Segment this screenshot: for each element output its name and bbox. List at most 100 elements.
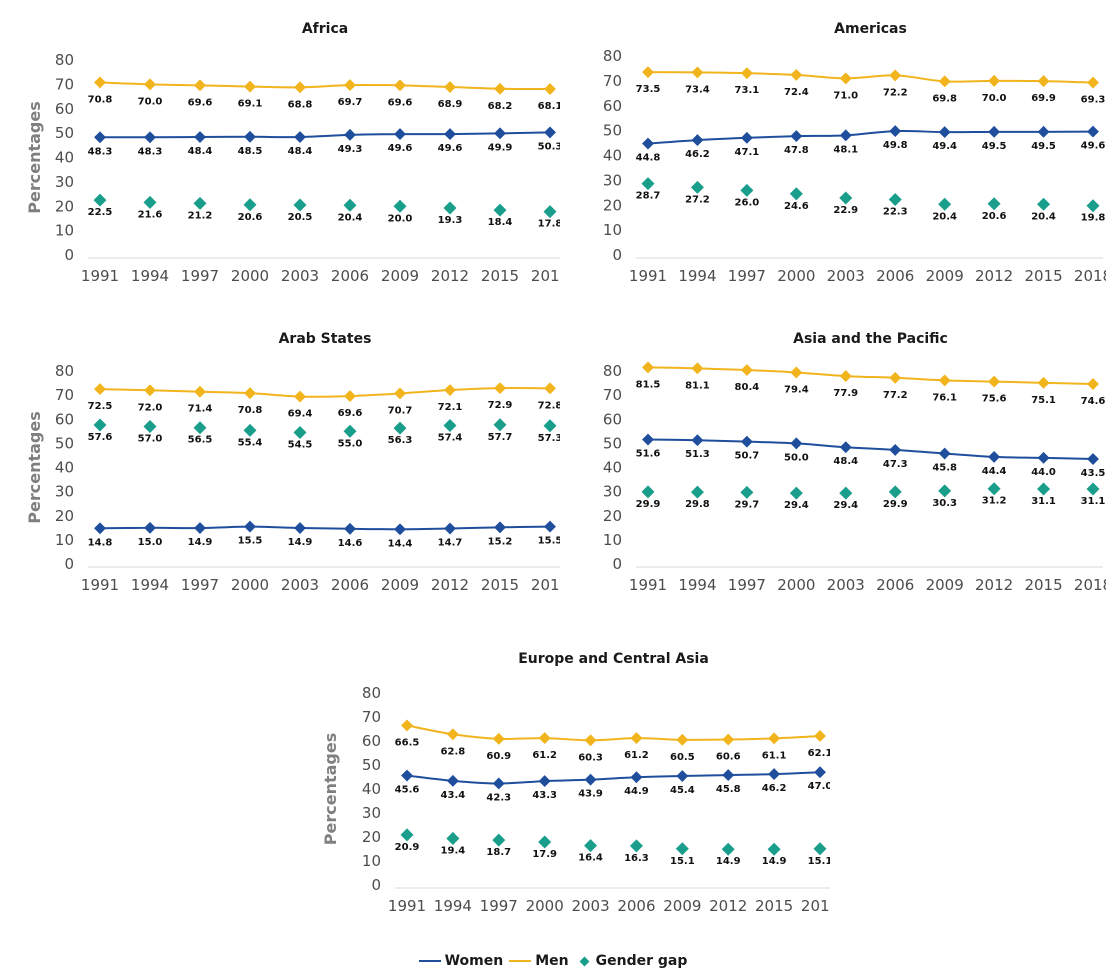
europe-and-central-asia-gender-gap-marker-2000 [538, 835, 552, 849]
arab-states-gender-gap-label-1991: 57.6 [88, 432, 113, 443]
africa-gender-gap-label-2018: 17.8 [538, 219, 560, 230]
africa-y-tick-40: 40 [55, 149, 74, 167]
arab-states-men-marker-2015 [494, 382, 506, 395]
africa-x-tick-2009: 2009 [381, 267, 419, 285]
arab-states-women-marker-2003 [294, 522, 306, 534]
europe-and-central-asia-gender-gap-label-2006: 16.3 [624, 853, 649, 864]
asia-and-the-pacific-men-label-2015: 75.1 [1031, 395, 1056, 406]
asia-and-the-pacific-gender-gap-label-2018: 31.1 [1081, 496, 1106, 507]
asia-and-the-pacific-gender-gap-label-2009: 30.3 [932, 498, 957, 509]
asia-and-the-pacific-women-label-2009: 45.8 [932, 463, 957, 474]
americas-men-label-2006: 72.2 [883, 87, 908, 98]
americas-women-marker-2003 [839, 129, 852, 142]
arab-states-women-label-1991: 14.8 [88, 537, 113, 548]
europe-and-central-asia-women-marker-2012 [722, 769, 735, 782]
legend-men-label: Men [535, 953, 569, 969]
africa-men-label-2012: 68.9 [438, 99, 463, 110]
africa-women-marker-1997 [194, 131, 206, 143]
africa-men-marker-2006 [344, 79, 356, 92]
europe-and-central-asia-y-tick-70: 70 [362, 708, 381, 726]
europe-and-central-asia-y-tick-0: 0 [371, 876, 381, 894]
europe-and-central-asia-gender-gap-label-1997: 18.7 [486, 847, 511, 858]
europe-and-central-asia-x-tick-2012: 2012 [709, 897, 747, 915]
europe-and-central-asia-gender-gap-label-1994: 19.4 [441, 845, 466, 856]
americas-men-label-2000: 72.4 [784, 87, 809, 98]
americas-gender-gap-label-1991: 28.7 [636, 191, 661, 202]
europe-and-central-asia-men-marker-2003 [584, 734, 597, 747]
americas-gender-gap-marker-2012 [987, 197, 1001, 211]
americas-men-line [647, 71, 1094, 84]
arab-states-men-label-2018: 72.8 [538, 400, 560, 411]
africa-women-label-2000: 48.5 [238, 146, 263, 157]
africa-men-label-1991: 70.8 [88, 94, 113, 105]
americas-y-tick-40: 40 [603, 147, 622, 165]
africa-gender-gap-marker-1997 [193, 196, 207, 210]
europe-and-central-asia-gender-gap-marker-2012 [721, 842, 735, 856]
arab-states-gender-gap-marker-1997 [193, 421, 207, 435]
arab-states-men-marker-2009 [394, 387, 406, 400]
legend-item-gender-gap: Gender gap [575, 953, 688, 969]
africa-men-label-2009: 69.6 [388, 97, 413, 108]
africa-gender-gap-marker-2018 [543, 205, 557, 219]
europe-and-central-asia-y-axis-label: Percentages [321, 733, 340, 845]
arab-states-gender-gap-marker-2003 [293, 426, 307, 440]
asia-and-the-pacific-gender-gap-label-2015: 31.1 [1031, 496, 1056, 507]
europe-and-central-asia-men-label-1997: 60.9 [486, 751, 511, 762]
arab-states-gender-gap-marker-2012 [443, 419, 457, 433]
chart-europe-central-asia: Europe and Central Asia Percentages 0 10 20 3… [321, 651, 830, 915]
europe-and-central-asia-men-label-2018: 62.1 [808, 748, 830, 759]
africa-men-marker-2009 [394, 79, 406, 92]
europe-and-central-asia-men-label-2012: 60.6 [716, 752, 741, 763]
americas-gender-gap-label-1994: 27.2 [685, 194, 710, 205]
africa-y-tick-0: 0 [64, 246, 74, 264]
europe-and-central-asia-men-marker-2006 [630, 732, 643, 745]
europe-and-central-asia-men-label-1991: 66.5 [395, 737, 420, 748]
arab-states-x-tick-2015: 2015 [481, 576, 519, 594]
arab-states-women-marker-2015 [494, 521, 506, 534]
asia-and-the-pacific-women-marker-2018 [1087, 453, 1099, 465]
europe-and-central-asia-gender-gap-label-2003: 16.4 [578, 853, 603, 864]
americas-women-line [647, 130, 1094, 145]
legend-gap-label: Gender gap [595, 953, 688, 969]
africa-y-tick-80: 80 [55, 51, 74, 69]
arab-states-gender-gap-label-2003: 54.5 [288, 440, 313, 451]
asia-and-the-pacific-gender-gap-marker-2018 [1086, 482, 1100, 496]
europe-and-central-asia-gender-gap-label-1991: 20.9 [395, 842, 420, 853]
arab-states-men-label-1991: 72.5 [88, 401, 113, 412]
africa-x-tick-2015: 2015 [481, 267, 519, 285]
europe-and-central-asia-y-tick-50: 50 [362, 756, 381, 774]
arab-states-women-marker-2006 [344, 522, 356, 535]
europe-and-central-asia-gender-gap-marker-2006 [629, 839, 643, 853]
arab-states-y-tick-50: 50 [55, 434, 74, 452]
americas-men-marker-2012 [988, 74, 1001, 87]
europe-and-central-asia-x-tick-2009: 2009 [663, 897, 701, 915]
africa-men-marker-2000 [244, 80, 256, 93]
americas-women-label-2006: 49.8 [883, 140, 908, 151]
arab-states-men-marker-2018 [544, 382, 556, 395]
arab-states-gender-gap-label-2015: 57.7 [488, 432, 513, 443]
arab-states-gender-gap-marker-1994 [143, 419, 157, 433]
africa-y-tick-20: 20 [55, 197, 74, 215]
africa-women-label-2006: 49.3 [338, 144, 363, 155]
africa-x-tick-2012: 2012 [431, 267, 469, 285]
europe-and-central-asia-women-line [406, 771, 821, 785]
africa-men-marker-2012 [444, 81, 456, 93]
africa-x-tick-1991: 1991 [81, 267, 119, 285]
asia-and-the-pacific-women-marker-2009 [938, 447, 951, 460]
asia-and-the-pacific-men-label-1994: 81.1 [685, 380, 710, 391]
legend-gap-diamond-icon [579, 956, 590, 966]
africa-gender-gap-label-2000: 20.6 [238, 212, 263, 223]
arab-states-men-marker-1991 [94, 383, 106, 396]
africa-title: Africa [302, 21, 348, 37]
africa-men-marker-1991 [94, 76, 106, 89]
asia-and-the-pacific-y-tick-20: 20 [603, 507, 622, 525]
arab-states-women-marker-2009 [394, 523, 406, 536]
americas-gender-gap-label-2006: 22.3 [883, 207, 908, 218]
africa-women-marker-2003 [294, 131, 306, 143]
europe-and-central-asia-men-label-2015: 61.1 [762, 750, 787, 761]
europe-and-central-asia-x-tick-1991: 1991 [388, 897, 426, 915]
asia-and-the-pacific-men-label-2012: 75.6 [982, 394, 1007, 405]
africa-x-tick-2006: 2006 [331, 267, 369, 285]
europe-and-central-asia-women-label-2006: 44.9 [624, 786, 649, 797]
